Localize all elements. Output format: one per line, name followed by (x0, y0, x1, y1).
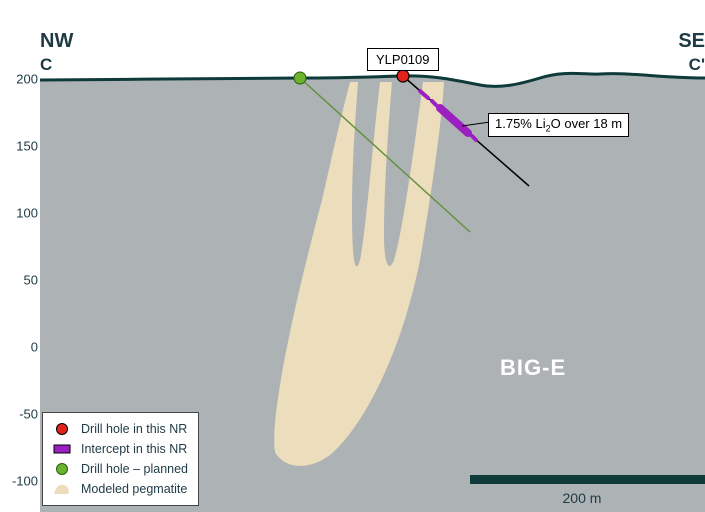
intercept-segment (432, 101, 436, 105)
y-tick: 200 (0, 72, 38, 87)
y-tick: 50 (0, 273, 38, 288)
y-tick: 0 (0, 340, 38, 355)
y-tick: -50 (0, 407, 38, 422)
y-tick: -100 (0, 474, 38, 489)
collar-planned (294, 72, 306, 84)
orientation-se-text: SE (678, 30, 705, 52)
y-tick: 100 (0, 206, 38, 221)
y-tick: 150 (0, 139, 38, 154)
annotation-post: O over 18 m (551, 116, 623, 131)
legend-label: Drill hole – planned (81, 459, 188, 479)
scalebar-text: 200 m (563, 490, 602, 506)
orientation-nw: NW C (40, 30, 73, 76)
cross-section-diagram: 200 150 100 50 0 -50 -100 NW C SE C' YLP0109 1… (0, 0, 705, 512)
collar-label-text: YLP0109 (376, 52, 430, 67)
intercept-annotation: 1.75% Li2O over 18 m (488, 113, 629, 137)
formation-text: BIG-E (500, 355, 566, 380)
legend-row: Modeled pegmatite (51, 479, 188, 499)
scalebar (470, 475, 705, 484)
annotation-pre: 1.75% Li (495, 116, 546, 131)
legend-swatch (51, 462, 73, 476)
orientation-se: SE C' (678, 30, 705, 76)
legend-row: Intercept in this NR (51, 439, 188, 459)
intercept-segment (472, 136, 476, 140)
legend-row: Drill hole – planned (51, 459, 188, 479)
legend-label: Intercept in this NR (81, 439, 187, 459)
orientation-nw-text: NW (40, 30, 73, 52)
collar-label-box: YLP0109 (367, 48, 439, 71)
legend-label: Drill hole in this NR (81, 419, 187, 439)
legend-label: Modeled pegmatite (81, 479, 187, 499)
scalebar-label: 200 m (563, 490, 602, 506)
legend-row: Drill hole in this NR (51, 419, 188, 439)
legend-swatch (51, 422, 73, 436)
collar-nr (397, 70, 409, 82)
section-c: C (40, 55, 52, 74)
legend-swatch (51, 482, 73, 496)
formation-label: BIG-E (500, 355, 566, 381)
legend-swatch (51, 444, 73, 454)
section-cprime: C' (689, 55, 705, 74)
legend: Drill hole in this NRIntercept in this N… (42, 412, 199, 506)
